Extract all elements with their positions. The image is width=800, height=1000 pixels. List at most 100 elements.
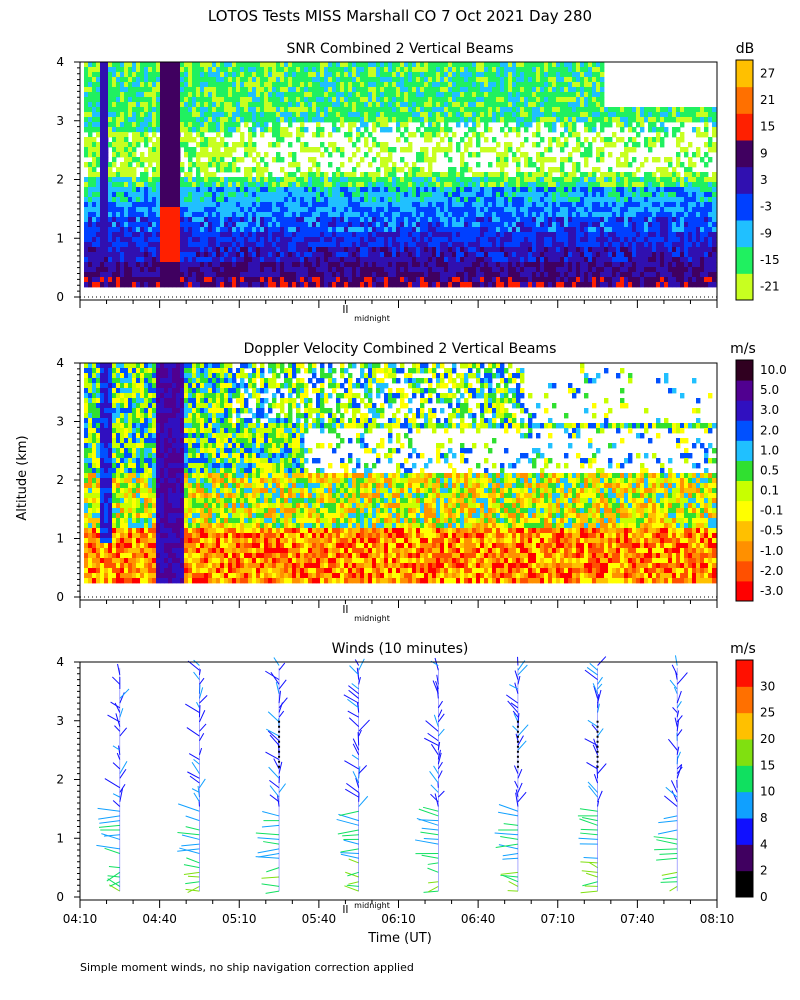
snr-cell [344,232,349,238]
snr-cell [372,267,377,273]
snr-cell [112,282,117,288]
snr-cell [212,192,217,198]
snr-cell [372,107,377,113]
snr-cell [436,112,441,118]
snr-cell [360,97,365,103]
snr-cell [440,192,445,198]
snr-cell [288,172,293,178]
snr-cell [204,222,209,228]
snr-cell [284,247,289,253]
snr-cell [492,212,497,218]
snr-cell [168,122,173,128]
snr-cell [568,272,573,278]
snr-cell [496,262,501,268]
snr-cell [396,202,401,208]
snr-cell [216,227,221,233]
snr-cell [384,232,389,238]
snr-cell [452,212,457,218]
snr-cell [412,72,417,78]
snr-cell [168,92,173,98]
snr-cell [360,227,365,233]
snr-cell [108,262,113,268]
snr-cell [96,142,101,148]
snr-cell [492,257,497,263]
snr-cell [400,102,405,108]
snr-cell [148,197,153,203]
snr-cell [184,202,189,208]
snr-cell [520,122,525,128]
snr-cell [440,262,445,268]
snr-cell [256,237,261,243]
snr-cell [332,172,337,178]
snr-cell [260,82,265,88]
snr-cell [168,172,173,178]
snr-cell [292,232,297,238]
snr-cell [240,117,245,123]
snr-cell [208,267,213,273]
snr-cell [404,172,409,178]
snr-cell [388,157,393,163]
snr-cell [372,102,377,108]
snr-cell [500,212,505,218]
snr-cell [204,212,209,218]
snr-cell [192,277,197,283]
snr-cell [236,97,241,103]
snr-cell [452,272,457,278]
snr-cell [312,147,317,153]
snr-cell [328,107,333,113]
snr-cell [220,242,225,248]
snr-cell [364,172,369,178]
snr-cell [456,62,461,68]
snr-cell [280,272,285,278]
snr-cell [312,112,317,118]
snr-cell [544,102,549,108]
snr-cell [228,92,233,98]
snr-cell [112,132,117,138]
snr-cell [480,272,485,278]
snr-cell [152,157,157,163]
snr-cell [568,222,573,228]
snr-cell [352,197,357,203]
snr-cell [224,132,229,138]
snr-cell [460,167,465,173]
snr-cell [188,67,193,73]
snr-cell [540,102,545,108]
snr-cell [312,72,317,78]
snr-cell [96,92,101,98]
snr-cell [280,72,285,78]
snr-cell [260,237,265,243]
snr-cell [548,197,553,203]
snr-cell [444,177,449,183]
snr-cell [488,87,493,93]
snr-cell [208,77,213,83]
snr-cell [112,262,117,268]
snr-cell [180,187,185,193]
snr-cell [188,102,193,108]
snr-cell [96,247,101,253]
snr-cell [548,172,553,178]
snr-cell [132,147,137,153]
snr-cell [196,237,201,243]
snr-cell [392,67,397,73]
snr-cell [300,182,305,188]
snr-cell [132,132,137,138]
snr-cell [312,157,317,163]
snr-cell [156,92,161,98]
snr-cell [444,92,449,98]
snr-cell [432,122,437,128]
snr-cell [352,112,357,118]
snr-cell [392,217,397,223]
snr-cell [572,112,577,118]
snr-cell [192,267,197,273]
snr-cell [160,202,165,208]
snr-cell [156,112,161,118]
snr-cell [168,252,173,258]
snr-cell [108,277,113,283]
snr-cell [400,207,405,213]
snr-cell [364,282,369,288]
snr-cell [520,247,525,253]
snr-cell [84,97,89,103]
snr-cell [324,147,329,153]
snr-cell [508,192,513,198]
snr-cell [212,137,217,143]
